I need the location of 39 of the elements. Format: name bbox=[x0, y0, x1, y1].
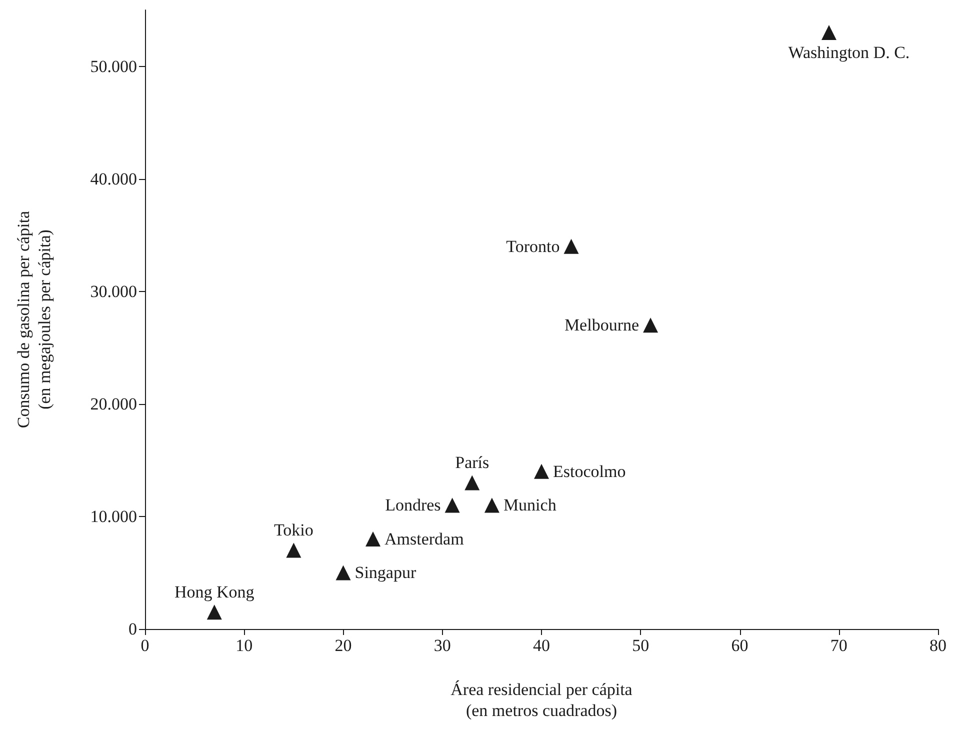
annotation: Amsterdam bbox=[384, 529, 464, 548]
y-tick-label: 40.000 bbox=[90, 169, 137, 188]
x-tick-label: 10 bbox=[236, 636, 253, 655]
x-tick-label: 60 bbox=[731, 636, 748, 655]
y-tick-label: 0 bbox=[128, 620, 137, 638]
annotation: París bbox=[455, 453, 490, 472]
annotation: Singapur bbox=[354, 563, 416, 582]
point bbox=[564, 238, 579, 254]
y-tick-label: 20.000 bbox=[90, 394, 137, 414]
annotation: Munich bbox=[503, 496, 557, 515]
point bbox=[365, 531, 380, 546]
point bbox=[484, 498, 500, 513]
x-tick-label: 80 bbox=[930, 636, 946, 655]
annotation: Tokio bbox=[274, 520, 314, 540]
point bbox=[206, 604, 222, 620]
x-tick-label: 20 bbox=[334, 636, 352, 655]
x-tick-label: 0 bbox=[140, 636, 150, 655]
annotation: Hong Kong bbox=[174, 582, 255, 602]
y-tick-label: 30.000 bbox=[90, 282, 137, 301]
x-tick-label: 50 bbox=[632, 636, 650, 655]
y-tick-label: 50.000 bbox=[90, 56, 137, 76]
y-tick-label: 10.000 bbox=[90, 506, 137, 526]
annotation: Toronto bbox=[506, 236, 560, 256]
point bbox=[464, 475, 480, 490]
x-tick-label: 40 bbox=[533, 636, 550, 655]
x-axis-title: Área residencial per cápita (en metros cuadrados) bbox=[450, 680, 633, 720]
point bbox=[444, 498, 460, 513]
x-tick-label: 30 bbox=[434, 636, 451, 655]
point bbox=[336, 565, 351, 580]
x-tick-label: 70 bbox=[830, 636, 848, 655]
point bbox=[821, 25, 836, 40]
y-axis-title: Consumo de gasolina per cápita (en megajoules per cápita) bbox=[14, 210, 54, 428]
annotation: Londres bbox=[385, 496, 441, 515]
point bbox=[534, 464, 549, 479]
point bbox=[286, 542, 302, 558]
point bbox=[643, 318, 658, 333]
annotation: Melbourne bbox=[564, 316, 640, 335]
annotation: Washington D. C. bbox=[788, 43, 910, 62]
annotation: Estocolmo bbox=[553, 462, 626, 481]
